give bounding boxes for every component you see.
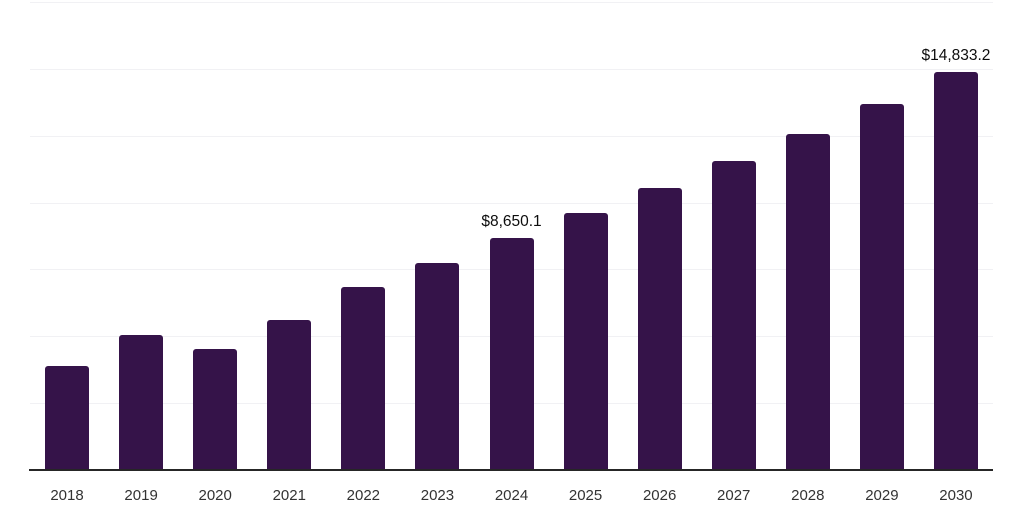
bar-2026 (637, 187, 682, 469)
x-tick-label-2018: 2018 (50, 487, 84, 504)
x-tick-label-2022: 2022 (346, 487, 381, 504)
x-tick-label-2028: 2028 (791, 487, 825, 504)
bar-2024 (489, 237, 534, 469)
value-label-2024: $8,650.1 (481, 212, 542, 230)
bar-2025 (563, 212, 608, 469)
x-tick-label-2021: 2021 (272, 487, 306, 504)
bar-2023 (415, 262, 460, 469)
x-tick-label-2030: 2030 (939, 487, 973, 504)
x-tick-label-2027: 2027 (717, 487, 751, 504)
gridline-12500 (30, 135, 993, 137)
bar-2022 (341, 286, 386, 469)
x-axis-line (29, 469, 993, 471)
bar-2029 (859, 103, 904, 469)
bar-2020 (193, 349, 238, 469)
x-tick-label-2023: 2023 (420, 487, 455, 504)
gridline-10000 (30, 202, 993, 204)
x-tick-label-2026: 2026 (642, 487, 677, 504)
x-tick-label-2019: 2019 (124, 487, 158, 504)
x-tick-label-2029: 2029 (865, 487, 899, 504)
bar-2019 (119, 335, 164, 469)
value-label-2030: $14,833.2 (921, 47, 991, 65)
bar-2018 (45, 366, 90, 469)
gridline-15000 (30, 68, 993, 70)
x-tick-label-2020: 2020 (198, 487, 232, 504)
bar-2021 (267, 319, 312, 469)
x-tick-label-2024: 2024 (494, 487, 529, 504)
x-tick-label-2025: 2025 (568, 487, 603, 504)
bar-2027 (711, 160, 756, 469)
gridline-17500 (30, 2, 993, 3)
bar-2030 (933, 72, 978, 469)
bar-2028 (785, 133, 830, 469)
